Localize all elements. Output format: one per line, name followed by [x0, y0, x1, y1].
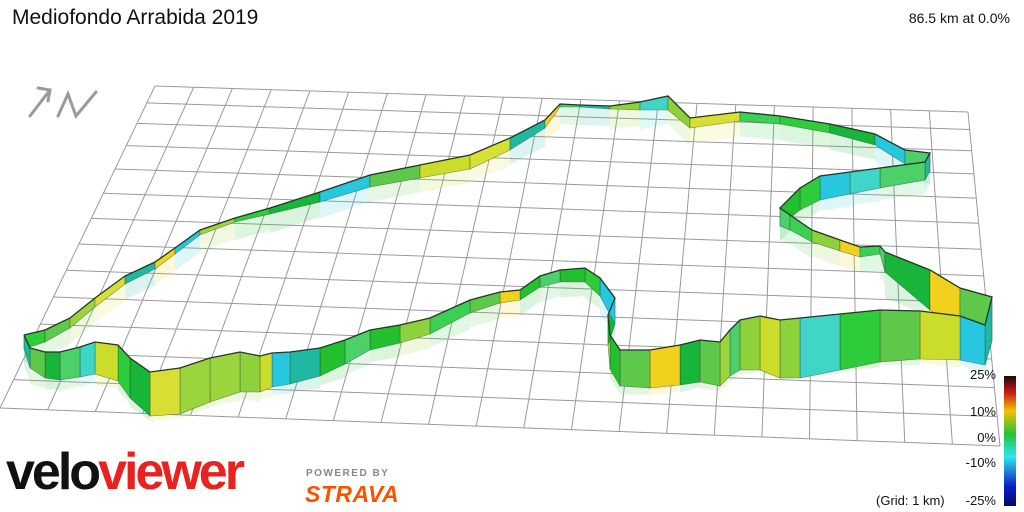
gradient-scale-bar — [1004, 376, 1016, 506]
route-segment — [719, 329, 731, 387]
route-segment — [679, 339, 701, 386]
route-segment — [839, 309, 881, 371]
grid-line-v — [475, 98, 543, 427]
distance-stats: 86.5 km at 0.0% — [908, 10, 1010, 26]
grid-line-h — [78, 243, 984, 277]
logo-suffix: viewer — [98, 443, 245, 501]
route-segment — [619, 349, 651, 389]
shadow-segment — [200, 218, 235, 252]
route-segment — [739, 315, 761, 371]
grid-line-v — [142, 89, 272, 414]
route-segment — [799, 313, 841, 379]
grid-line-v — [809, 107, 814, 439]
veloviewer-logo: veloviewer — [6, 443, 245, 501]
grid-line-v — [380, 95, 466, 423]
grid-line-v — [967, 111, 1001, 447]
powered-by-label: POWERED BY — [306, 468, 390, 479]
grid-line-v — [851, 108, 858, 441]
route-segment — [239, 351, 261, 393]
logo-prefix: velo — [6, 443, 101, 501]
grid-line-v — [570, 100, 621, 430]
route-ribbon — [23, 95, 993, 417]
shadow-segment — [580, 105, 610, 127]
route-segment — [79, 341, 96, 378]
route-segment — [94, 341, 119, 382]
scale-label-0: 0% — [977, 430, 996, 445]
route-segment — [149, 367, 181, 417]
route-segment — [699, 339, 721, 387]
scale-label-neg25: -25% — [965, 493, 996, 508]
grid-note: (Grid: 1 km) — [876, 493, 945, 508]
strava-logo: STRAVA — [305, 481, 400, 507]
page-title: Mediofondo Arrabida 2019 — [12, 6, 259, 29]
route-top-edge — [23, 95, 993, 373]
north-arrow-icon — [28, 86, 98, 119]
route-segment — [271, 351, 291, 388]
grid-line-v — [761, 105, 775, 437]
route-segment — [779, 317, 801, 379]
grid-line-h — [103, 192, 979, 224]
grid-line-h — [27, 351, 995, 389]
route-segment — [919, 310, 961, 361]
grid-line-h — [126, 145, 974, 175]
route-segment — [879, 309, 921, 363]
route-segment — [59, 346, 81, 381]
grid-line-v — [523, 99, 582, 428]
shadow-segment — [560, 104, 580, 126]
scale-label-10: 10% — [969, 404, 996, 419]
route-segment — [639, 95, 669, 111]
route-segment — [44, 351, 61, 381]
route-segment — [259, 352, 273, 393]
scale-label-25: 25% — [969, 367, 996, 382]
route-segment — [649, 344, 681, 389]
shadow-segment — [545, 104, 560, 144]
route-segment — [759, 315, 781, 379]
scale-label-neg10: -10% — [965, 455, 996, 470]
grid-line-h — [136, 122, 972, 152]
grid-line-h — [154, 85, 969, 113]
grid-line-v — [332, 94, 427, 421]
